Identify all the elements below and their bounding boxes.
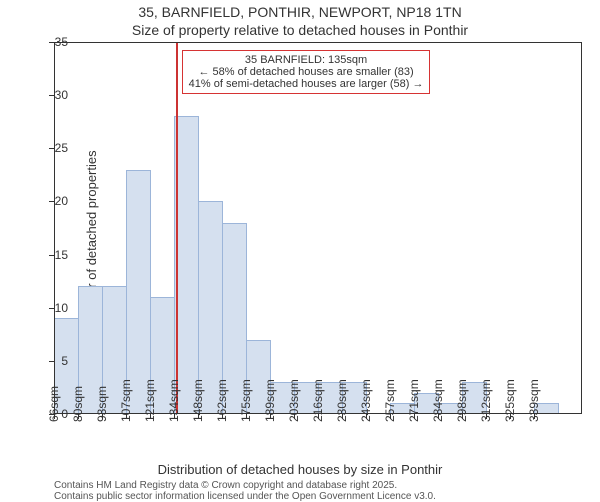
credits-line2: Contains public sector information licen… bbox=[54, 491, 436, 502]
ytick-mark bbox=[49, 201, 54, 202]
annotation-box: 35 BARNFIELD: 135sqm← 58% of detached ho… bbox=[182, 50, 431, 94]
histogram-bar bbox=[126, 170, 151, 414]
ytick-mark bbox=[49, 255, 54, 256]
title-subtitle: Size of property relative to detached ho… bbox=[0, 22, 600, 38]
ytick-mark bbox=[49, 148, 54, 149]
ytick-mark bbox=[49, 42, 54, 43]
plot-area: 35 BARNFIELD: 135sqm← 58% of detached ho… bbox=[54, 42, 582, 414]
ytick-mark bbox=[49, 95, 54, 96]
credits-line1: Contains HM Land Registry data © Crown c… bbox=[54, 480, 397, 491]
ytick-mark bbox=[49, 361, 54, 362]
annotation-line: 41% of semi-detached houses are larger (… bbox=[189, 78, 424, 90]
annotation-line: ← 58% of detached houses are smaller (83… bbox=[189, 66, 424, 78]
property-marker-line bbox=[176, 42, 178, 414]
chart-container: 35, BARNFIELD, PONTHIR, NEWPORT, NP18 1T… bbox=[0, 0, 600, 500]
annotation-line: 35 BARNFIELD: 135sqm bbox=[189, 54, 424, 66]
histogram-bar bbox=[174, 116, 199, 414]
title-address: 35, BARNFIELD, PONTHIR, NEWPORT, NP18 1T… bbox=[0, 4, 600, 20]
x-axis-label: Distribution of detached houses by size … bbox=[0, 462, 600, 477]
ytick-mark bbox=[49, 308, 54, 309]
